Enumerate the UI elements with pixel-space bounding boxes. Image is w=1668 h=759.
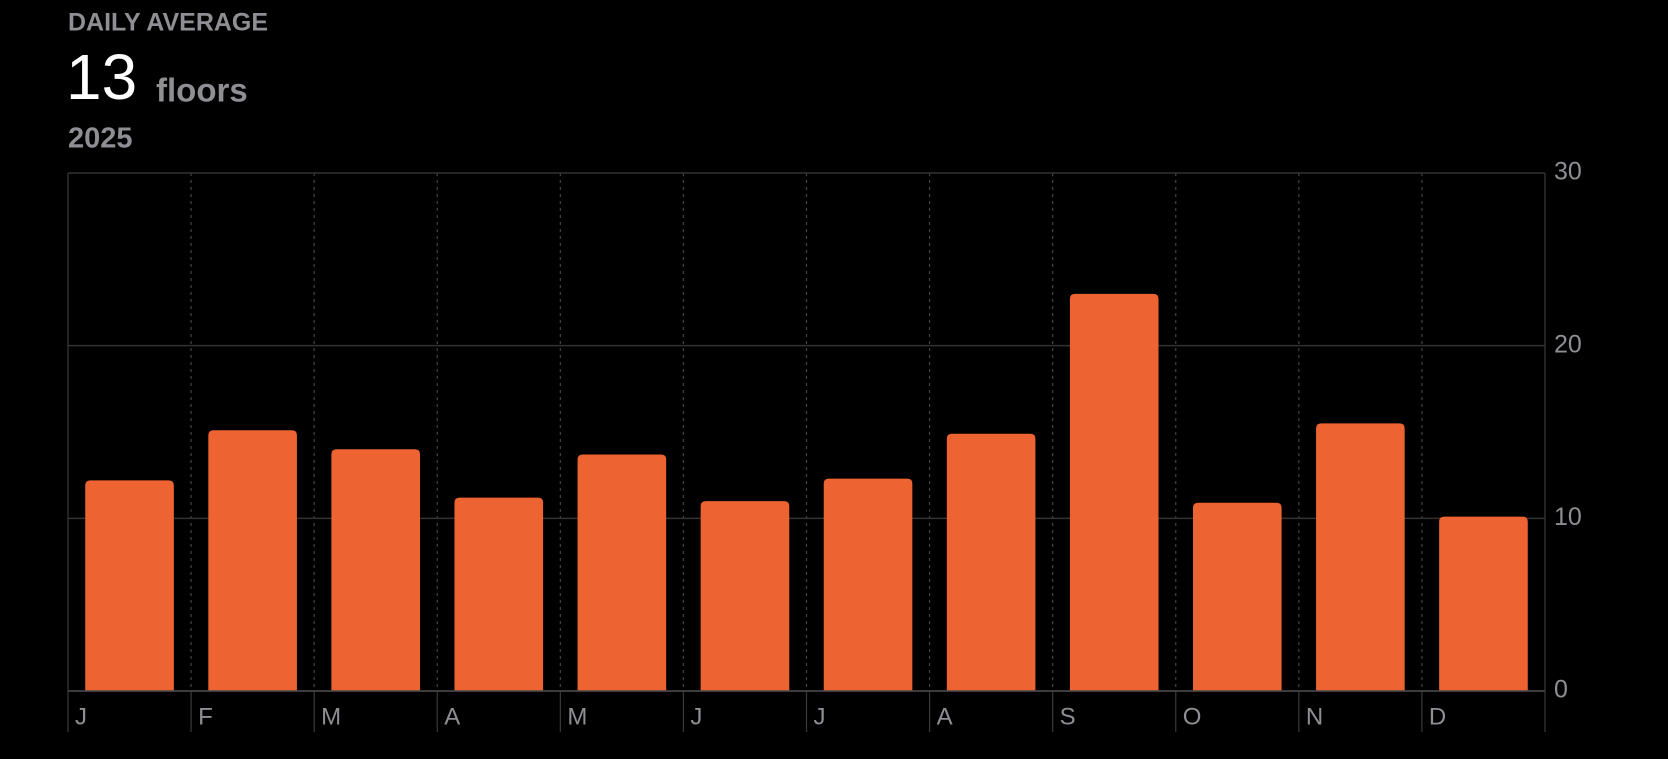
x-tick-label: S [1060, 703, 1076, 730]
chart-subtitle: 2025 [68, 123, 133, 155]
y-tick-label: 10 [1554, 503, 1582, 531]
x-tick-label: M [321, 703, 341, 730]
y-tick-label: 0 [1554, 676, 1568, 704]
bar [577, 454, 667, 691]
bar [1069, 293, 1159, 691]
summary-unit: floors [156, 72, 248, 109]
x-tick-label: J [75, 703, 87, 730]
bar [331, 449, 421, 691]
x-tick-label: O [1183, 703, 1202, 730]
bar [454, 497, 544, 691]
x-tick-label: N [1306, 703, 1323, 730]
x-tick-label: D [1429, 703, 1446, 730]
x-tick-label: A [444, 703, 460, 730]
bar [85, 480, 174, 691]
x-tick-label: J [814, 703, 826, 730]
x-tick-label: M [567, 703, 587, 730]
summary-value: 13 [66, 41, 137, 113]
x-tick-label: J [690, 703, 702, 730]
y-tick-label: 20 [1554, 330, 1582, 358]
y-tick-label: 30 [1554, 158, 1582, 186]
bar [1439, 516, 1528, 691]
bar [700, 501, 790, 691]
bar [208, 430, 297, 691]
chart-title: DAILY AVERAGE [68, 9, 268, 37]
x-tick-label: F [198, 703, 213, 730]
bar [823, 478, 913, 691]
bar [1316, 423, 1405, 691]
bar [946, 433, 1036, 691]
x-tick-label: A [937, 703, 953, 730]
bar [1192, 502, 1282, 691]
